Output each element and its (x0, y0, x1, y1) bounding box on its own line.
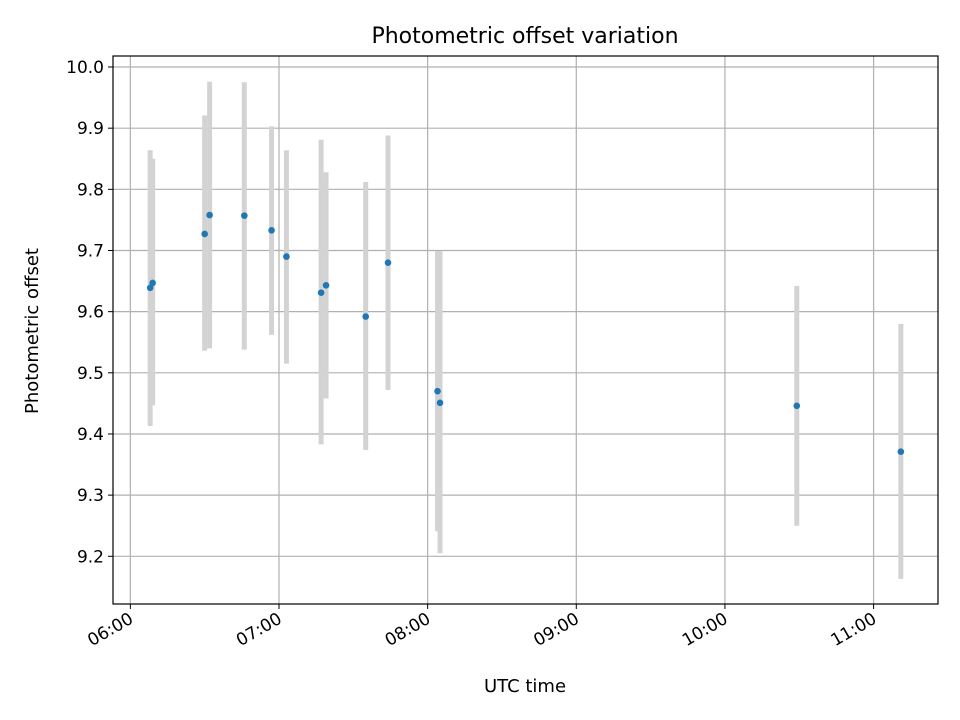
data-point (384, 259, 392, 267)
data-point (317, 289, 325, 296)
data-point (146, 284, 154, 292)
y-tick-label: 9.6 (77, 303, 104, 323)
data-point (206, 211, 213, 219)
data-point (322, 282, 330, 289)
chart-title: Photometric offset variation (371, 24, 678, 49)
error-bars (147, 81, 904, 579)
x-tick-label: 11:00 (828, 609, 880, 651)
y-tick-label: 9.4 (77, 425, 104, 445)
y-tick-label: 9.3 (77, 486, 104, 506)
data-points (146, 211, 905, 456)
data-point (268, 227, 275, 234)
x-tick-label: 09:00 (530, 609, 582, 651)
data-point (362, 313, 370, 320)
x-axis-ticks: 06:00 07:00 08:00 09:00 10:00 11:00 (84, 604, 880, 651)
data-point (434, 387, 441, 395)
data-point (201, 230, 208, 238)
data-point (283, 253, 290, 260)
y-tick-label: 9.7 (77, 241, 104, 261)
gridlines (113, 56, 938, 604)
x-tick-label: 06:00 (84, 609, 136, 651)
data-point (436, 399, 444, 407)
y-tick-label: 10.0 (66, 58, 104, 78)
y-tick-label: 9.5 (77, 364, 104, 384)
x-tick-label: 07:00 (233, 609, 285, 651)
y-tick-label: 9.9 (77, 119, 104, 139)
data-point (793, 402, 801, 410)
x-axis-label: UTC time (484, 676, 566, 697)
y-axis-ticks: 9.2 9.3 9.4 9.5 9.6 9.7 9.8 9.9 10.0 (66, 58, 113, 567)
y-tick-label: 9.2 (77, 547, 104, 567)
data-point (897, 448, 905, 456)
x-tick-label: 10:00 (679, 609, 731, 651)
y-axis-label: Photometric offset (22, 248, 43, 414)
plot-frame (112, 55, 939, 605)
data-point (149, 279, 156, 287)
x-tick-label: 08:00 (382, 609, 434, 651)
data-point (241, 212, 248, 219)
y-tick-label: 9.8 (77, 180, 104, 200)
